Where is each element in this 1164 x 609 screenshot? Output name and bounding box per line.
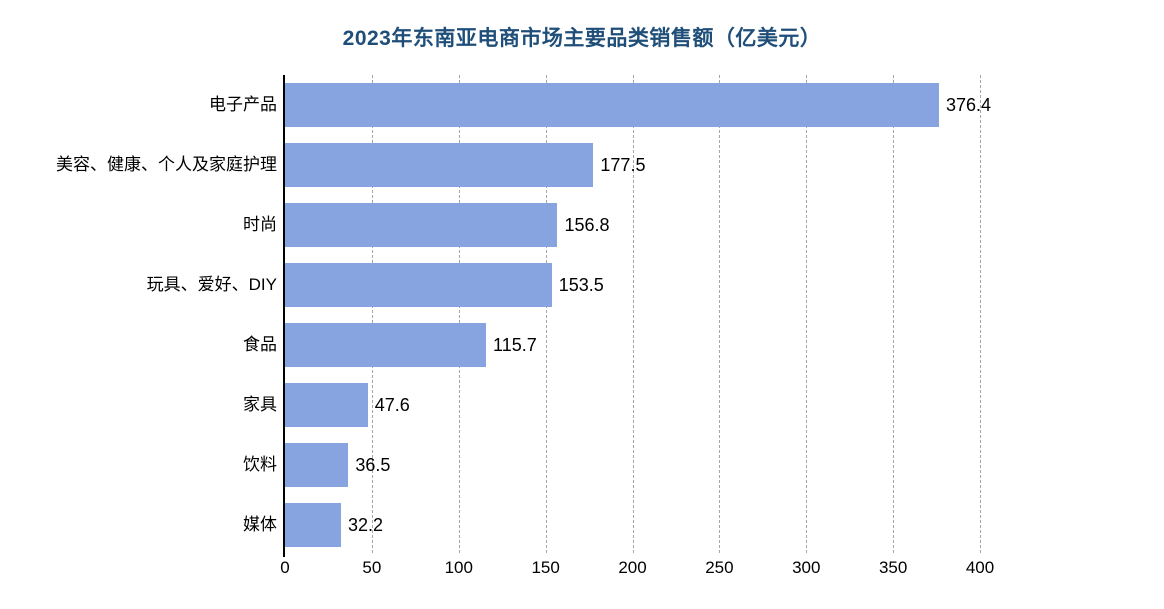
gridline <box>632 75 634 553</box>
gridline <box>806 75 808 553</box>
category-label: 食品 <box>243 335 277 354</box>
category-label: 美容、健康、个人及家庭护理 <box>56 155 277 174</box>
bar <box>285 143 594 187</box>
category-label: 饮料 <box>243 455 277 474</box>
gridline <box>371 75 373 553</box>
value-label: 32.2 <box>347 515 383 535</box>
value-label: 177.5 <box>600 155 646 175</box>
value-label: 36.5 <box>355 455 391 475</box>
category-axis: 电子产品美容、健康、个人及家庭护理时尚玩具、爱好、DIY 食品家具饮料媒体 <box>0 75 277 555</box>
gridline <box>458 75 460 553</box>
x-axis-tick-label: 250 <box>705 558 734 577</box>
gridline <box>893 75 895 553</box>
y-axis-line <box>283 75 285 557</box>
bar <box>285 263 552 307</box>
plot-area: 376.4 177.5 156.8 153.5 115.7 47.6 36.5 32.2 <box>283 75 991 557</box>
bar <box>285 503 341 547</box>
bar <box>285 203 558 247</box>
bar <box>285 443 349 487</box>
x-axis-tick-label: 150 <box>531 558 560 577</box>
value-label: 153.5 <box>558 275 604 295</box>
x-axis-tick-label: 100 <box>444 558 473 577</box>
category-label: 时尚 <box>243 215 277 234</box>
gridline <box>719 75 721 553</box>
x-axis-tick-label: 50 <box>362 558 382 577</box>
value-label: 376.4 <box>945 95 992 115</box>
x-axis-tick-label: 400 <box>965 558 995 577</box>
bar <box>285 383 368 427</box>
chart-title: 2023年东南亚电商市场主要品类销售额（亿美元） <box>342 27 822 50</box>
bar <box>285 323 487 367</box>
value-label: 47.6 <box>374 395 410 415</box>
category-label: 电子产品 <box>209 95 277 114</box>
gridline <box>545 75 547 553</box>
bar <box>285 83 939 127</box>
x-axis: 0 50 100 150 200 250 300 350 400 <box>280 558 994 588</box>
category-label: 家具 <box>243 395 277 414</box>
x-axis-tick-label: 300 <box>792 558 821 577</box>
gridline <box>980 75 981 553</box>
category-label: 媒体 <box>243 515 277 534</box>
category-label: 玩具、爱好、DIY <box>146 275 277 294</box>
x-axis-tick-label: 0 <box>280 558 290 577</box>
value-label: 115.7 <box>493 335 537 355</box>
x-axis-tick-label: 350 <box>878 558 908 577</box>
x-axis-tick-label: 200 <box>618 558 647 577</box>
value-label: 156.8 <box>564 215 610 235</box>
